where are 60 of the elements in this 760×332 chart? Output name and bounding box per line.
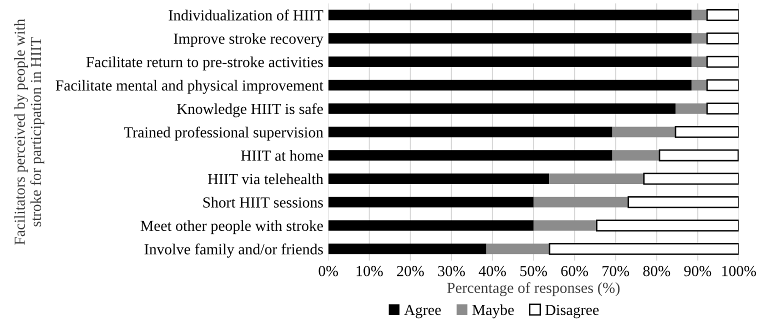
x-tick-label: 70% [602,266,630,276]
bar [328,56,692,68]
x-tick-label: 40% [478,266,506,276]
y-tick-label: Short HIIT sessions [203,196,323,208]
bar [706,102,739,115]
bar [328,126,612,138]
bar [486,244,550,254]
bar [328,150,612,161]
bar [534,196,628,208]
bar [706,79,739,92]
legend-label: Maybe [472,304,514,318]
y-axis-title: Facilitators perceived by people with stroke for participation in HIIT [14,18,44,245]
bar [628,196,739,208]
bar [328,33,692,44]
bar [658,149,739,162]
bar [612,150,660,161]
bar [706,56,739,68]
x-tick-label: 80% [643,266,670,276]
bar [692,56,708,68]
y-tick-label: Knowledge HIIT is safe [176,103,323,118]
bar [328,244,486,254]
bar [328,196,534,208]
bar [548,242,739,255]
y-tick-label: HIIT at home [241,150,323,161]
y-tick-label: Involve family and/or friends [144,244,323,258]
bar [596,220,739,232]
bar [534,220,597,231]
bar [676,103,708,114]
x-tick-label: 90% [684,266,712,276]
bar [328,10,692,20]
bar [706,9,739,21]
x-tick-label: 30% [438,266,465,276]
bar [692,80,708,90]
y-tick-label: Facilitate mental and physical improvement [56,80,324,94]
y-tick-label: Trained professional supervision [124,126,324,141]
x-tick-label: 20% [397,266,424,276]
y-tick-label: Improve stroke recovery [174,33,324,48]
bar [549,173,644,184]
bar [328,103,676,114]
x-tick-label: 60% [561,266,588,276]
y-tick-label: HIIT via telehealth [208,173,324,184]
bar [692,33,708,44]
x-tick-label: 50% [520,266,547,276]
legend-label: Disagree [545,304,599,318]
x-axis-title: Percentage of responses (%) [447,282,620,296]
bar [328,220,534,231]
bar [328,80,692,90]
x-tick-label: 10% [356,266,383,276]
y-tick-label: Individualization of HIIT [168,10,324,20]
bar [612,126,676,138]
bar [692,10,708,20]
y-tick-label: Meet other people with stroke [140,220,323,234]
bar [674,126,739,138]
bar [706,32,739,44]
x-tick-label: 0% [318,266,338,276]
x-tick-label: 100% [722,266,756,276]
legend-label: Agree [404,304,441,318]
y-tick-label: Facilitate return to pre-stroke activities [86,56,323,70]
bar [643,172,739,185]
bar [328,173,550,184]
